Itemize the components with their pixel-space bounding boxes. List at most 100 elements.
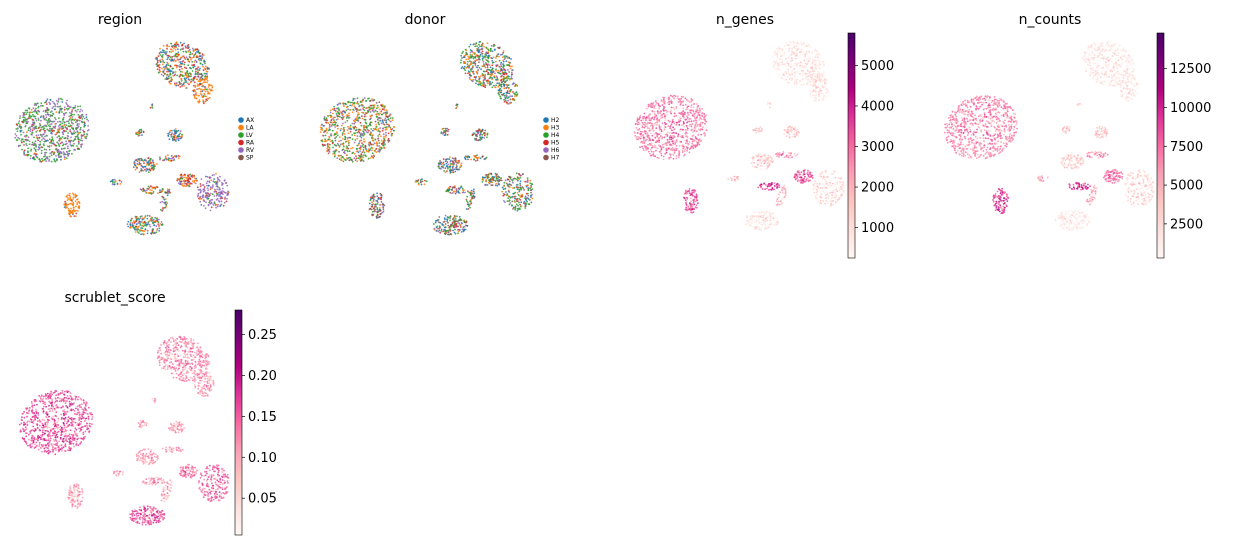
cell-point	[165, 53, 167, 55]
cell-point	[513, 177, 516, 180]
cell-point	[197, 66, 200, 68]
cell-point	[177, 155, 180, 157]
cell-point	[219, 195, 222, 197]
cell-point	[507, 99, 510, 102]
cell-point	[511, 200, 514, 203]
cell-point	[500, 177, 502, 180]
cell-point	[325, 121, 328, 124]
cell-point	[35, 103, 38, 105]
cell-point	[488, 73, 490, 76]
cell-point	[670, 94, 672, 97]
cell-point	[50, 140, 53, 143]
cell-point	[347, 140, 350, 142]
cell-point	[661, 137, 663, 140]
cell-point	[514, 195, 517, 198]
cell-point	[85, 137, 88, 140]
cell-point	[477, 69, 479, 71]
cell-point	[174, 84, 177, 86]
cell-point	[372, 107, 375, 109]
cell-point	[465, 155, 467, 158]
cell-point	[62, 120, 64, 122]
cell-point	[511, 98, 514, 101]
cell-point	[385, 126, 388, 128]
cell-point	[459, 166, 461, 169]
cell-point	[196, 85, 199, 87]
cell-point	[467, 70, 470, 73]
cell-point	[66, 142, 68, 145]
cell-point	[341, 143, 343, 146]
cell-point	[378, 108, 381, 111]
cell-point	[502, 194, 505, 197]
cell-point	[374, 150, 376, 153]
cell-point	[355, 148, 358, 150]
cell-point	[158, 52, 161, 55]
cell-point	[113, 183, 116, 186]
cell-point	[68, 125, 71, 128]
cell-point	[173, 138, 176, 141]
cell-point	[447, 221, 449, 224]
cell-point	[462, 50, 464, 53]
cell-point	[450, 226, 452, 228]
cell-point	[361, 142, 363, 145]
cell-point	[348, 156, 351, 159]
cell-point	[179, 73, 182, 76]
cell-point	[352, 109, 355, 111]
cell-point	[353, 122, 356, 125]
cell-point	[61, 136, 64, 138]
cell-point	[489, 69, 491, 72]
cell-point	[346, 114, 348, 117]
cell-point	[680, 124, 683, 127]
cell-point	[196, 88, 199, 90]
cell-point	[338, 150, 340, 153]
cell-point	[460, 162, 463, 165]
cell-point	[441, 162, 444, 165]
legend-marker	[238, 132, 244, 138]
cell-point	[341, 113, 344, 116]
cell-point	[327, 138, 330, 141]
cell-point	[650, 132, 652, 135]
cell-point	[180, 62, 182, 65]
cell-point	[199, 78, 201, 80]
cell-point	[482, 179, 485, 182]
cell-point	[485, 70, 488, 73]
cell-point	[475, 66, 478, 68]
cell-point	[168, 69, 171, 72]
cell-point	[166, 45, 169, 48]
cell-point	[176, 179, 179, 182]
cell-point	[363, 151, 366, 154]
cell-point	[387, 139, 389, 142]
cell-point	[477, 51, 480, 53]
cell-point	[511, 95, 513, 98]
cell-point	[149, 189, 152, 191]
cell-point	[664, 109, 666, 112]
cell-point	[461, 191, 464, 194]
cell-point	[455, 166, 458, 169]
cell-point	[73, 142, 75, 145]
cell-point	[367, 157, 370, 160]
cell-point	[376, 115, 378, 118]
cell-point	[192, 66, 195, 69]
cell-point	[498, 183, 501, 186]
cell-point	[488, 55, 490, 58]
cell-point	[197, 195, 199, 198]
cell-point	[139, 188, 142, 191]
cell-point	[71, 118, 73, 121]
cell-point	[657, 119, 659, 121]
cell-point	[508, 203, 511, 206]
cell-point	[15, 134, 18, 137]
cell-point	[153, 165, 156, 168]
cell-point	[337, 109, 340, 111]
cell-point	[658, 127, 661, 130]
cell-point	[147, 185, 150, 188]
cell-point	[75, 135, 78, 138]
legend-marker	[543, 132, 549, 138]
cell-point	[141, 215, 143, 218]
cell-point	[349, 109, 351, 111]
cell-point	[658, 133, 660, 136]
cell-point	[459, 218, 462, 221]
cell-point	[341, 134, 344, 136]
cell-point	[145, 223, 148, 226]
cell-point	[518, 201, 520, 204]
cell-point	[58, 127, 61, 129]
cell-point	[146, 214, 149, 217]
